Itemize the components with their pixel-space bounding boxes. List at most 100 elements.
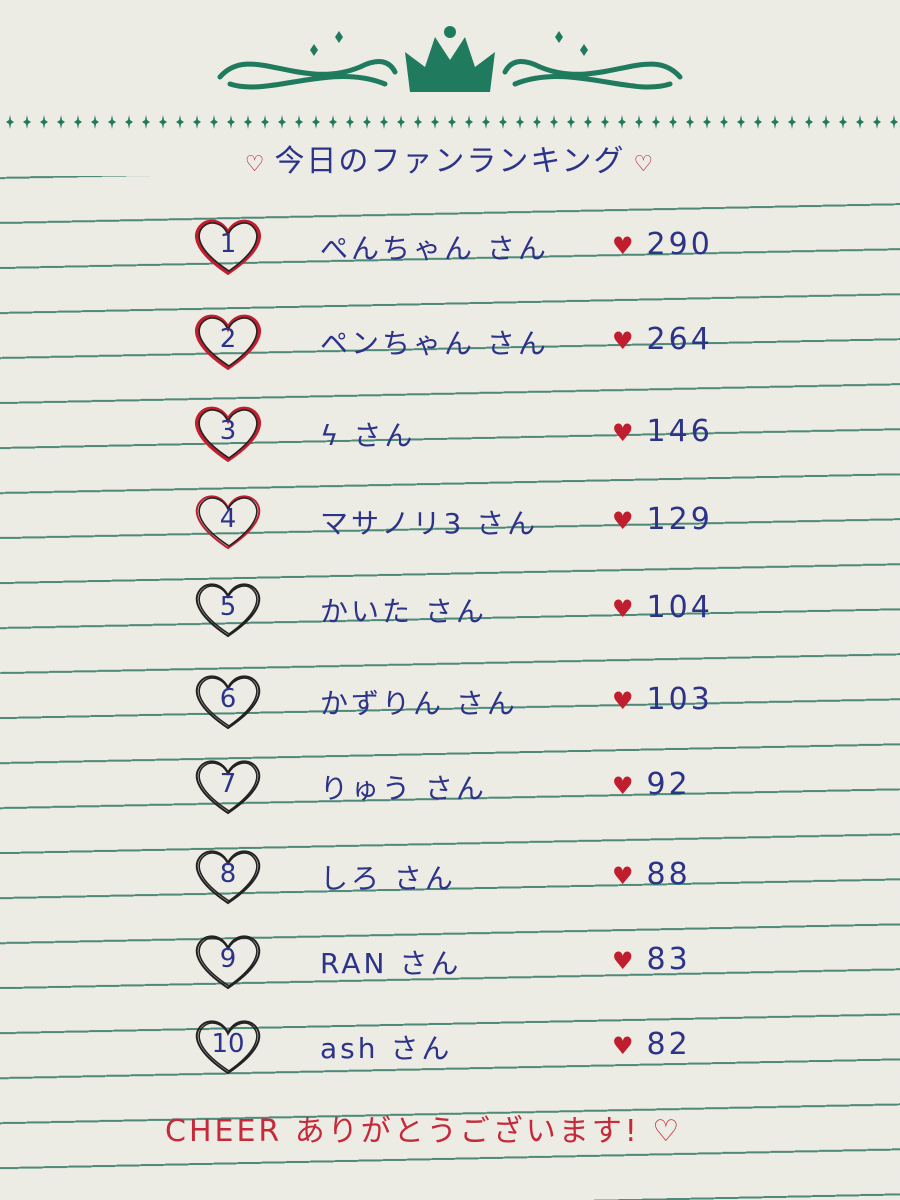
heart-outline-icon [195, 495, 261, 550]
rank-number: 6 [219, 684, 237, 714]
heart-filled-icon: ♥ [612, 327, 637, 355]
star-icon [873, 115, 881, 129]
count-value: 103 [646, 682, 713, 717]
star-icon [329, 115, 337, 129]
ranking-row: 3 ϟ さん ♥ 146 [0, 402, 900, 463]
star-icon [227, 115, 235, 129]
star-icon [754, 115, 762, 129]
fan-name: しろ さん [320, 862, 456, 895]
star-icon [771, 115, 779, 129]
count-value: 83 [646, 942, 691, 977]
heart-filled-icon: ♥ [612, 862, 637, 890]
ranking-row: 6 かずりん さん ♥ 103 [0, 670, 900, 730]
heart-outline-icon [195, 760, 261, 815]
star-icon [363, 115, 371, 129]
star-icon [550, 115, 558, 129]
star-icon [312, 115, 320, 129]
count-value: 264 [646, 322, 713, 357]
ranking-row: 9 RAN さん ♥ 83 [0, 930, 900, 990]
ranking-row: 2 ペンちゃん さん ♥ 264 [0, 310, 900, 371]
star-icon [40, 115, 48, 129]
star-icon [176, 115, 184, 129]
ranking-row: 7 りゅう さん ♥ 92 [0, 755, 900, 815]
rank-number: 9 [219, 944, 237, 974]
count-value: 290 [646, 227, 713, 262]
cheer-count: ♥ 104 [612, 590, 713, 625]
star-icon [57, 115, 65, 129]
star-icon [788, 115, 796, 129]
star-icon [805, 115, 813, 129]
heart-outline-icon: ♡ [244, 152, 267, 177]
fan-name: かいた さん [320, 595, 487, 628]
rank-badge: 8 [188, 845, 268, 905]
star-icon [431, 115, 439, 129]
heart-filled-icon: ♥ [612, 232, 637, 260]
ranking-row: 5 かいた さん ♥ 104 [0, 578, 900, 638]
ranking-row: 10 ash さん ♥ 82 [0, 1015, 900, 1075]
star-icon [499, 115, 507, 129]
star-icon [278, 115, 286, 129]
rank-badge: 5 [188, 578, 268, 638]
heart-filled-icon: ♥ [612, 419, 637, 447]
page-title: ♡ 今日のファンランキング ♡ [0, 136, 900, 180]
heart-outline-icon [195, 406, 261, 463]
rank-badge: 2 [188, 310, 268, 371]
footer-message: CHEER ありがとうございます! ♡ [165, 1106, 682, 1150]
rank-badge: 3 [188, 402, 268, 463]
rank-number: 5 [219, 592, 237, 622]
star-icon [244, 115, 252, 129]
rank-badge: 4 [188, 490, 268, 550]
ranking-row: 8 しろ さん ♥ 88 [0, 845, 900, 905]
count-value: 146 [646, 414, 713, 449]
star-icon [567, 115, 575, 129]
heart-filled-icon: ♥ [612, 772, 637, 800]
heart-filled-icon: ♥ [612, 947, 637, 975]
rank-badge: 10 [188, 1015, 268, 1075]
fan-name: ぺんちゃん さん [320, 232, 549, 265]
star-icon [516, 115, 524, 129]
heart-outline-icon [195, 675, 261, 730]
cheer-count: ♥ 129 [612, 502, 713, 537]
heart-outline-icon [195, 1020, 261, 1075]
star-icon [108, 115, 116, 129]
heart-filled-icon: ♥ [612, 687, 637, 715]
star-icon [23, 115, 31, 129]
cheer-count: ♥ 88 [612, 857, 691, 892]
star-icon [414, 115, 422, 129]
star-border-icon [6, 115, 898, 129]
fan-name: ash さん [320, 1032, 453, 1065]
cheer-count: ♥ 103 [612, 682, 713, 717]
ranking-row: 1 ぺんちゃん さん ♥ 290 [0, 215, 900, 276]
star-icon [380, 115, 388, 129]
fan-name: りゅう さん [320, 772, 487, 805]
star-icon [737, 115, 745, 129]
star-icon [159, 115, 167, 129]
star-icon [703, 115, 711, 129]
star-icon [295, 115, 303, 129]
rank-badge: 6 [188, 670, 268, 730]
ranking-row: 4 マサノリ3 さん ♥ 129 [0, 490, 900, 550]
star-icon [822, 115, 830, 129]
star-icon [482, 115, 490, 129]
rank-number: 2 [219, 324, 237, 354]
star-icon [669, 115, 677, 129]
star-icon [720, 115, 728, 129]
heart-outline-icon [195, 935, 261, 990]
star-icon [210, 115, 218, 129]
star-icon [686, 115, 694, 129]
fan-name: マサノリ3 さん [320, 507, 539, 540]
star-icon [261, 115, 269, 129]
count-value: 104 [646, 590, 713, 625]
star-icon [839, 115, 847, 129]
heart-filled-icon: ♥ [612, 595, 637, 623]
star-icon [618, 115, 626, 129]
star-icon [584, 115, 592, 129]
star-icon [890, 115, 898, 129]
star-icon [193, 115, 201, 129]
star-icon [856, 115, 864, 129]
heart-outline-icon [195, 583, 261, 638]
fan-name: ϟ さん [320, 419, 416, 452]
rank-badge: 1 [188, 215, 268, 276]
cheer-count: ♥ 290 [612, 227, 713, 262]
star-icon [91, 115, 99, 129]
